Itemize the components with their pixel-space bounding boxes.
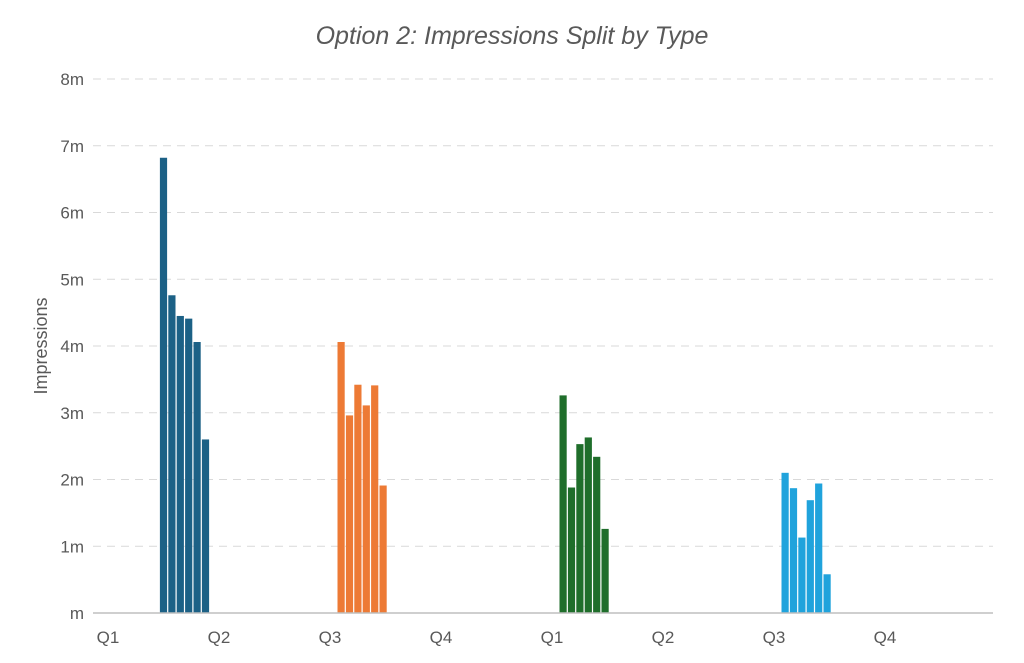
- bar: [576, 444, 584, 613]
- x-tick-label: Q4: [430, 628, 453, 647]
- x-tick-label: Q3: [319, 628, 342, 647]
- bar: [201, 439, 210, 613]
- y-tick-label: m: [70, 604, 84, 623]
- bar: [798, 537, 806, 613]
- x-tick-label: Q4: [874, 628, 897, 647]
- bar: [815, 483, 823, 613]
- y-tick-label: 4m: [60, 337, 84, 356]
- y-tick-label: 3m: [60, 404, 84, 423]
- bar: [781, 472, 789, 613]
- bar: [584, 437, 592, 613]
- bar: [159, 157, 168, 613]
- y-tick-label: 6m: [60, 204, 84, 223]
- bar: [379, 485, 387, 613]
- bars-layer: [159, 157, 831, 613]
- y-ticks-layer: m 1m 2m 3m 4m 5m 6m 7m 8m: [60, 70, 84, 623]
- bar: [559, 395, 567, 613]
- bar: [193, 342, 201, 613]
- y-axis-label: Impressions: [31, 297, 51, 394]
- bar: [354, 384, 362, 613]
- y-tick-label: 7m: [60, 137, 84, 156]
- chart-title: Option 2: Impressions Split by Type: [316, 22, 709, 50]
- bar: [362, 405, 370, 613]
- bar: [371, 385, 379, 613]
- x-tick-label: Q1: [541, 628, 564, 647]
- y-tick-label: 8m: [60, 70, 84, 89]
- y-tick-label: 1m: [60, 537, 84, 556]
- x-ticks-layer: Q1 Q2 Q3 Q4 Q1 Q2 Q3 Q4: [97, 628, 897, 647]
- bar: [601, 528, 609, 613]
- x-tick-label: Q2: [652, 628, 675, 647]
- x-tick-label: Q2: [208, 628, 231, 647]
- bar: [168, 295, 176, 613]
- grid-layer: [93, 78, 993, 547]
- bar: [593, 456, 601, 613]
- x-tick-label: Q3: [763, 628, 786, 647]
- bar: [176, 315, 184, 613]
- y-tick-label: 2m: [60, 471, 84, 490]
- bar: [806, 500, 814, 613]
- bar: [337, 342, 345, 613]
- x-tick-label: Q1: [97, 628, 120, 647]
- bar: [567, 487, 576, 613]
- bar: [345, 415, 354, 613]
- bar: [789, 488, 798, 613]
- bar: [823, 574, 831, 613]
- bar: [185, 318, 193, 613]
- y-tick-label: 5m: [60, 270, 84, 289]
